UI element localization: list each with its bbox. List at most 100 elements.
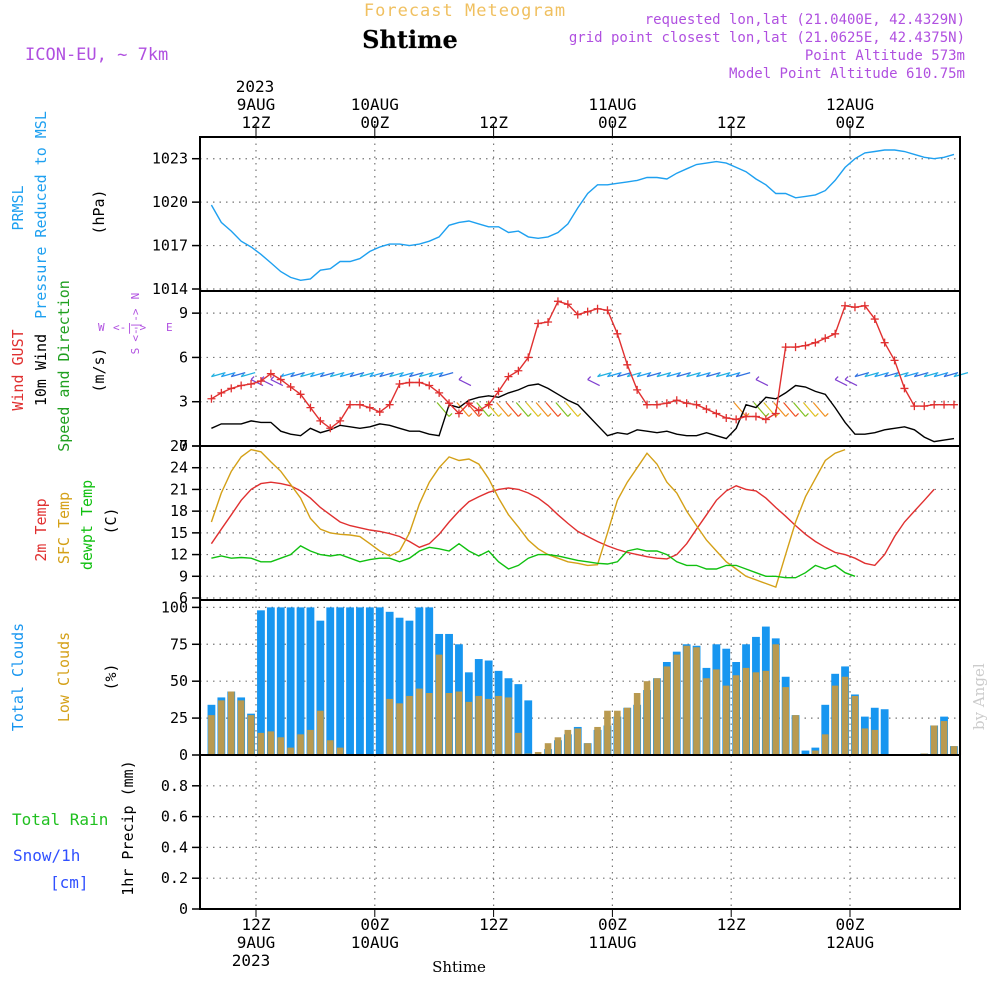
- gust-marker: [920, 402, 929, 411]
- gust-marker: [811, 338, 820, 347]
- time-hour-bottom: 12Z: [717, 915, 746, 934]
- gust-marker: [751, 412, 760, 421]
- time-date-bottom: 9AUG: [237, 933, 276, 952]
- label-precip-mm: 1hr Precip (mm): [119, 760, 137, 895]
- wind-direction-arrow: [597, 372, 612, 378]
- series-pressure-prmsl: [210, 149, 955, 282]
- wind-direction-arrow: [379, 372, 394, 378]
- cloud-low-bar: [821, 734, 829, 755]
- gust-marker: [365, 403, 374, 412]
- wind-direction-arrow: [735, 372, 751, 378]
- gust-marker: [435, 388, 444, 397]
- wind-direction-arrow: [270, 379, 284, 387]
- cloud-low-bar: [762, 670, 770, 755]
- wind-direction-arrow: [330, 372, 345, 378]
- wind-direction-arrowhead: [696, 373, 700, 378]
- wind-direction-arrowhead: [369, 373, 374, 378]
- wind-direction-arrow: [656, 372, 672, 378]
- wind-direction-arrow: [726, 372, 741, 378]
- time-date-top: 9AUG: [237, 95, 276, 114]
- wind-direction-arrowhead: [597, 373, 601, 378]
- gust-marker: [850, 303, 859, 312]
- gust-marker: [930, 400, 939, 409]
- time-date-top: 10AUG: [351, 95, 399, 114]
- wind-direction-arrow: [555, 402, 569, 417]
- cloud-low-bar: [475, 695, 483, 755]
- cloud-low-bar: [752, 672, 760, 755]
- panel-pressure: 1014 1017 1020 1023: [152, 136, 961, 298]
- wind-direction-arrow: [864, 372, 880, 378]
- gust-marker: [425, 381, 434, 390]
- wind-direction-arrowhead: [389, 373, 394, 378]
- gust-marker: [316, 416, 325, 425]
- wind-direction-arrow: [854, 372, 870, 378]
- cloud-total-bar: [395, 617, 404, 755]
- wind-direction-arrow: [733, 402, 747, 417]
- compass-w: W: [98, 321, 105, 334]
- gust-marker: [405, 378, 414, 387]
- wind-direction-arrow: [587, 379, 600, 387]
- gust-marker: [860, 301, 869, 310]
- cloud-low-bar: [614, 710, 621, 755]
- cloud-low-bar: [792, 715, 799, 755]
- gust-marker: [781, 343, 790, 352]
- wind-direction-arrow: [359, 372, 375, 378]
- wind-direction-arrowhead: [300, 373, 304, 378]
- wind-direction-arrow: [914, 372, 929, 378]
- cloud-low-bar: [643, 681, 651, 755]
- label-low-clouds: Low Clouds: [55, 632, 73, 722]
- series-wind-10m-wind: [211, 383, 955, 443]
- cloud-low-bar: [465, 701, 473, 755]
- wind-direction-arrow: [933, 372, 949, 378]
- wind-direction-arrowhead: [230, 373, 235, 378]
- gust-marker: [474, 406, 483, 415]
- wind-direction-arrowhead: [547, 413, 552, 417]
- cloud-low-bar: [940, 721, 948, 755]
- wind-direction-arrow: [834, 379, 848, 387]
- label-speed-direction: Speed and Direction: [55, 280, 73, 452]
- label-sfc-temp: SFC Temp: [55, 492, 73, 564]
- wind-direction-arrow: [458, 379, 472, 387]
- frame-pressure: [199, 136, 961, 292]
- model-altitude: Model Point Altitude 610.75m: [729, 66, 965, 82]
- wind-direction-arrow: [389, 372, 404, 378]
- gust-marker: [702, 405, 711, 414]
- wind-direction-arrow: [369, 372, 385, 378]
- cloud-low-bar: [544, 743, 552, 755]
- gust-marker: [454, 409, 463, 418]
- ytick-label-temperature: 12: [170, 546, 188, 564]
- wind-direction-arrowhead: [428, 373, 433, 378]
- cloud-low-bar: [772, 644, 780, 755]
- ytick-label-pressure: 1014: [152, 280, 188, 298]
- point-altitude: Point Altitude 573m: [805, 48, 965, 64]
- wind-direction-arrow: [617, 372, 632, 378]
- wind-direction-arrow: [753, 402, 767, 417]
- gust-marker: [247, 380, 256, 388]
- cloud-low-bar: [861, 728, 869, 755]
- wind-direction-arrowhead: [933, 373, 938, 378]
- cloud-low-bar: [604, 710, 611, 755]
- wind-direction-arrow: [436, 402, 450, 417]
- time-hour-bottom: 12Z: [242, 915, 271, 934]
- wind-direction-arrowhead: [508, 413, 512, 417]
- ytick-label-wind: 9: [179, 304, 188, 322]
- wind-direction-arrow: [636, 372, 652, 378]
- gust-marker: [306, 403, 315, 412]
- series-temperature-2m-temp: [210, 481, 935, 567]
- location-title: Shtime: [362, 25, 458, 54]
- cloud-total-bar: [524, 700, 533, 755]
- wind-direction-arrowhead: [359, 373, 364, 378]
- cloud-total-bar: [286, 607, 295, 755]
- product-title: Forecast Meteogram: [364, 1, 566, 21]
- ytick-label-clouds: 75: [170, 635, 188, 653]
- wind-direction-arrow: [240, 372, 256, 378]
- cloud-low-bar: [287, 747, 294, 755]
- ytick-label-wind: 6: [179, 348, 188, 366]
- ytick-label-temperature: 21: [170, 480, 188, 498]
- label-2m-temp: 2m Temp: [32, 498, 50, 561]
- wind-direction-arrowhead: [310, 373, 314, 378]
- cloud-total-bar: [336, 607, 345, 755]
- gust-marker: [504, 372, 513, 381]
- compass-ns-arrows: <-|->: [129, 308, 142, 341]
- wind-direction-arrowhead: [567, 413, 572, 417]
